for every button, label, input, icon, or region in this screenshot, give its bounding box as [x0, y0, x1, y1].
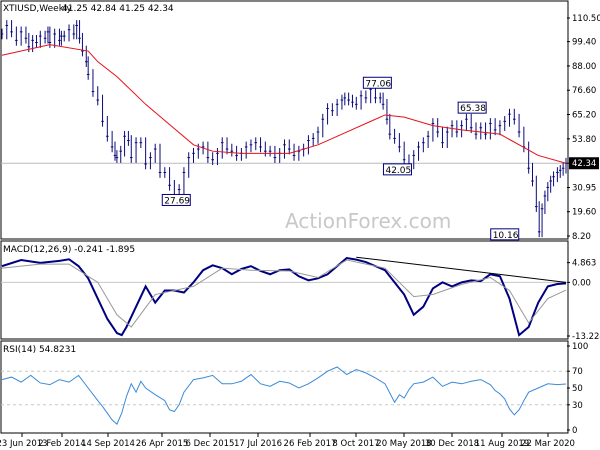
- x-tick-label: 14 Sep 2014: [81, 439, 135, 449]
- price-tick-label: 30.95: [572, 184, 596, 194]
- price-tick-label: 65.20: [572, 111, 596, 121]
- price-ohlc: 41.25 42.84 41.25 42.34: [62, 4, 174, 14]
- x-tick-label: 11 Aug 2019: [475, 439, 529, 449]
- price-annotation-label: 10.16: [493, 231, 519, 241]
- x-tick-label: 23 Jun 2013: [0, 439, 48, 449]
- price-annotation-box: [382, 163, 412, 176]
- price-tick-label: 99.40: [572, 38, 596, 48]
- x-tick-label: 26 Feb 2017: [284, 439, 337, 449]
- x-tick-label: 2 Feb 2014: [38, 439, 86, 449]
- x-tick-label: 6 Dec 2015: [186, 439, 235, 449]
- x-tick-label: 26 Apr 2015: [136, 439, 189, 449]
- macd-tick-label: 0.00: [572, 278, 591, 288]
- rsi-tick-label: 30: [572, 401, 583, 411]
- rsi-tick-label: 100: [572, 342, 588, 352]
- price-title: XTIUSD,Weekly: [3, 4, 72, 14]
- price-tick-label: 76.60: [572, 86, 596, 96]
- price-panel-border: [0, 0, 569, 240]
- price-panel: ActionForex.com XTIUSD,Weekly 41.25 42.8…: [0, 0, 600, 242]
- moving-average-line: [1, 44, 567, 164]
- price-tick-label: 88.00: [572, 62, 596, 72]
- macd-panel-border: [0, 240, 569, 340]
- price-annotation-label: 77.06: [365, 79, 391, 89]
- macd-tick-label: -13.224: [572, 332, 600, 342]
- rsi-tick-label: 70: [572, 367, 583, 377]
- price-tick-label: 19.60: [572, 208, 596, 218]
- rsi-panel-border: [0, 340, 569, 434]
- price-annotation-label: 65.38: [460, 104, 486, 114]
- price-annotation-label: 27.69: [164, 196, 190, 206]
- rsi-line: [1, 366, 567, 425]
- rsi-title: RSI(14) 54.8231: [3, 345, 76, 355]
- x-tick-label: 8 Oct 2017: [332, 439, 379, 449]
- rsi-tick-label: 50: [572, 384, 583, 394]
- macd-title: MACD(12,26,9) -0.241 -1.895: [3, 245, 135, 255]
- macd-panel: MACD(12,26,9) -0.241 -1.895 4.863 0.00 -13…: [0, 240, 600, 342]
- macd-tick-label: 4.863: [572, 259, 596, 269]
- price-annotation-box: [161, 193, 191, 206]
- current-price-label: 42.34: [572, 159, 596, 169]
- macd-series-trendline: [356, 256, 567, 283]
- x-tick-label: 22 Mar 2020: [521, 439, 575, 449]
- price-annotation-label: 42.05: [385, 166, 411, 176]
- x-tick-label: 30 Dec 2018: [425, 439, 479, 449]
- price-annotation-box: [457, 101, 487, 114]
- watermark: ActionForex.com: [285, 209, 451, 233]
- price-tick-label: 8.20: [572, 232, 591, 242]
- price-annotation-box: [490, 228, 520, 241]
- x-tick-label: 17 Jul 2016: [234, 439, 282, 449]
- price-annotation-box: [362, 76, 392, 89]
- rsi-tick-label: 0: [572, 426, 577, 436]
- rsi-panel: RSI(14) 54.8231 100 70 50 30 0: [0, 340, 588, 436]
- price-tick-label: 110.50: [572, 14, 600, 24]
- price-tick-label: 53.80: [572, 135, 596, 145]
- current-price-box: [569, 157, 599, 170]
- macd-series-signal: [1, 259, 567, 328]
- x-tick-label: 20 May 2018: [376, 439, 431, 449]
